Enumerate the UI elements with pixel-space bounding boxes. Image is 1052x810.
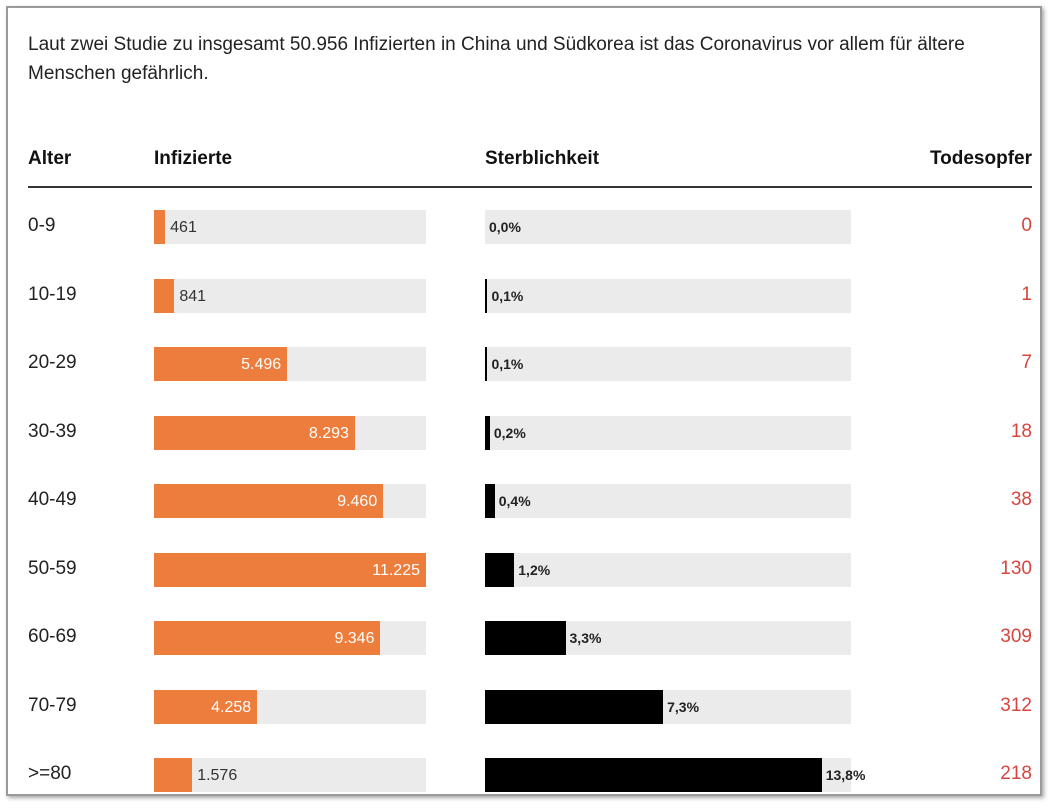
mortality-value-label: 0,4% <box>498 493 531 509</box>
mortality-track: 0,0% <box>485 210 851 244</box>
mortality-value-label: 1,2% <box>518 561 551 578</box>
infected-track: 841 <box>154 278 426 313</box>
death-count: 1 <box>1021 283 1032 305</box>
column-header-mortality: Sterblichkeit <box>485 148 600 169</box>
table-row: 50-59 11.225 1,2% 130 <box>8 536 1040 605</box>
mortality-bar <box>485 621 566 655</box>
death-count: 130 <box>1000 557 1032 579</box>
mortality-track: 0,2% <box>485 415 851 450</box>
infected-value-label: 461 <box>170 219 197 236</box>
age-group-label: 30-39 <box>28 420 77 442</box>
mortality-value-label: 0,1% <box>491 287 524 304</box>
column-header-infected: Infizierte <box>154 148 233 169</box>
chart-subtitle: Laut zwei Studie zu insgesamt 50.956 Inf… <box>28 34 965 84</box>
mortality-value-label: 7,3% <box>667 698 700 715</box>
infected-track: 5.496 <box>154 347 426 381</box>
mortality-value-label: 0,2% <box>493 424 526 441</box>
header-divider <box>28 186 1032 188</box>
mortality-value-label: 3,3% <box>569 630 602 646</box>
infected-value-label: 1.576 <box>197 767 238 784</box>
table-row: 10-19 841 0,1% 1 <box>8 262 1040 331</box>
infected-track: 9.460 <box>154 484 426 518</box>
death-count: 0 <box>1021 215 1032 236</box>
mortality-track: 0,1% <box>485 278 851 313</box>
infected-bar <box>154 278 175 313</box>
age-group-label: 60-69 <box>28 626 77 647</box>
mortality-bar <box>485 278 488 313</box>
age-group-label: 0-9 <box>28 215 56 236</box>
death-count: 38 <box>1010 489 1032 510</box>
age-group-label: 50-59 <box>28 557 77 579</box>
death-count: 218 <box>1000 763 1032 784</box>
table-row: 0-9 461 0,0% 0 <box>8 193 1040 262</box>
death-count: 18 <box>1010 420 1032 442</box>
mortality-track: 3,3% <box>485 621 851 655</box>
infected-track: 8.293 <box>154 415 426 450</box>
infected-value-label: 8.293 <box>308 424 349 442</box>
infected-track: 4.258 <box>154 689 426 724</box>
chart-frame: Laut zwei Studie zu insgesamt 50.956 Inf… <box>6 6 1042 796</box>
death-count: 7 <box>1021 352 1032 373</box>
mortality-bar <box>485 552 515 587</box>
mortality-bar <box>485 484 495 518</box>
table-row: 30-39 8.293 0,2% 18 <box>8 399 1040 468</box>
mortality-bar <box>485 689 664 724</box>
table-row: 20-29 5.496 0,1% 7 <box>8 330 1040 399</box>
death-count: 312 <box>1000 694 1032 716</box>
mortality-track: 0,4% <box>485 484 851 518</box>
column-header-age: Alter <box>28 148 72 169</box>
mortality-bar <box>485 415 490 450</box>
mortality-bar <box>485 347 488 381</box>
infected-bar <box>154 689 258 724</box>
infected-bar <box>154 484 384 518</box>
column-header-deaths: Todesopfer <box>929 148 1032 169</box>
infected-track: 1.576 <box>154 758 426 792</box>
mortality-bar <box>485 758 822 792</box>
infected-bar <box>154 415 355 450</box>
infected-bar <box>154 347 288 381</box>
infected-bar <box>154 758 193 792</box>
infected-track: 9.346 <box>154 621 426 655</box>
infected-value-label: 9.346 <box>334 630 375 647</box>
age-group-label: 20-29 <box>28 352 77 373</box>
table-row: 70-79 4.258 7,3% 312 <box>8 673 1040 742</box>
mortality-value-label: 0,1% <box>491 356 524 372</box>
age-group-label: 10-19 <box>28 283 77 305</box>
infected-value-label: 4.258 <box>211 698 252 716</box>
death-count: 309 <box>1000 626 1032 647</box>
infected-value-label: 841 <box>179 287 207 305</box>
mortality-track: 1,2% <box>485 552 851 587</box>
infected-bar <box>154 552 426 587</box>
mortality-track: 13,8% <box>485 758 865 792</box>
infected-value-label: 5.496 <box>241 356 282 373</box>
age-group-label: 40-49 <box>28 489 77 510</box>
infected-bar <box>154 210 166 244</box>
age-group-label: 70-79 <box>28 694 77 716</box>
mortality-value-label: 13,8% <box>825 767 866 783</box>
infected-track: 11.225 <box>154 552 426 587</box>
mortality-track: 0,1% <box>485 347 851 381</box>
infected-track: 461 <box>154 210 426 244</box>
mortality-value-label: 0,0% <box>489 219 521 235</box>
age-group-label: >=80 <box>28 763 72 784</box>
table-row: >=80 1.576 13,8% 218 <box>8 741 1040 810</box>
table-row: 40-49 9.460 0,4% 38 <box>8 467 1040 536</box>
infected-value-label: 11.225 <box>372 561 420 579</box>
mortality-track: 7,3% <box>485 689 851 724</box>
infected-value-label: 9.460 <box>337 493 378 510</box>
table-row: 60-69 9.346 3,3% 309 <box>8 604 1040 673</box>
infected-bar <box>154 621 381 655</box>
